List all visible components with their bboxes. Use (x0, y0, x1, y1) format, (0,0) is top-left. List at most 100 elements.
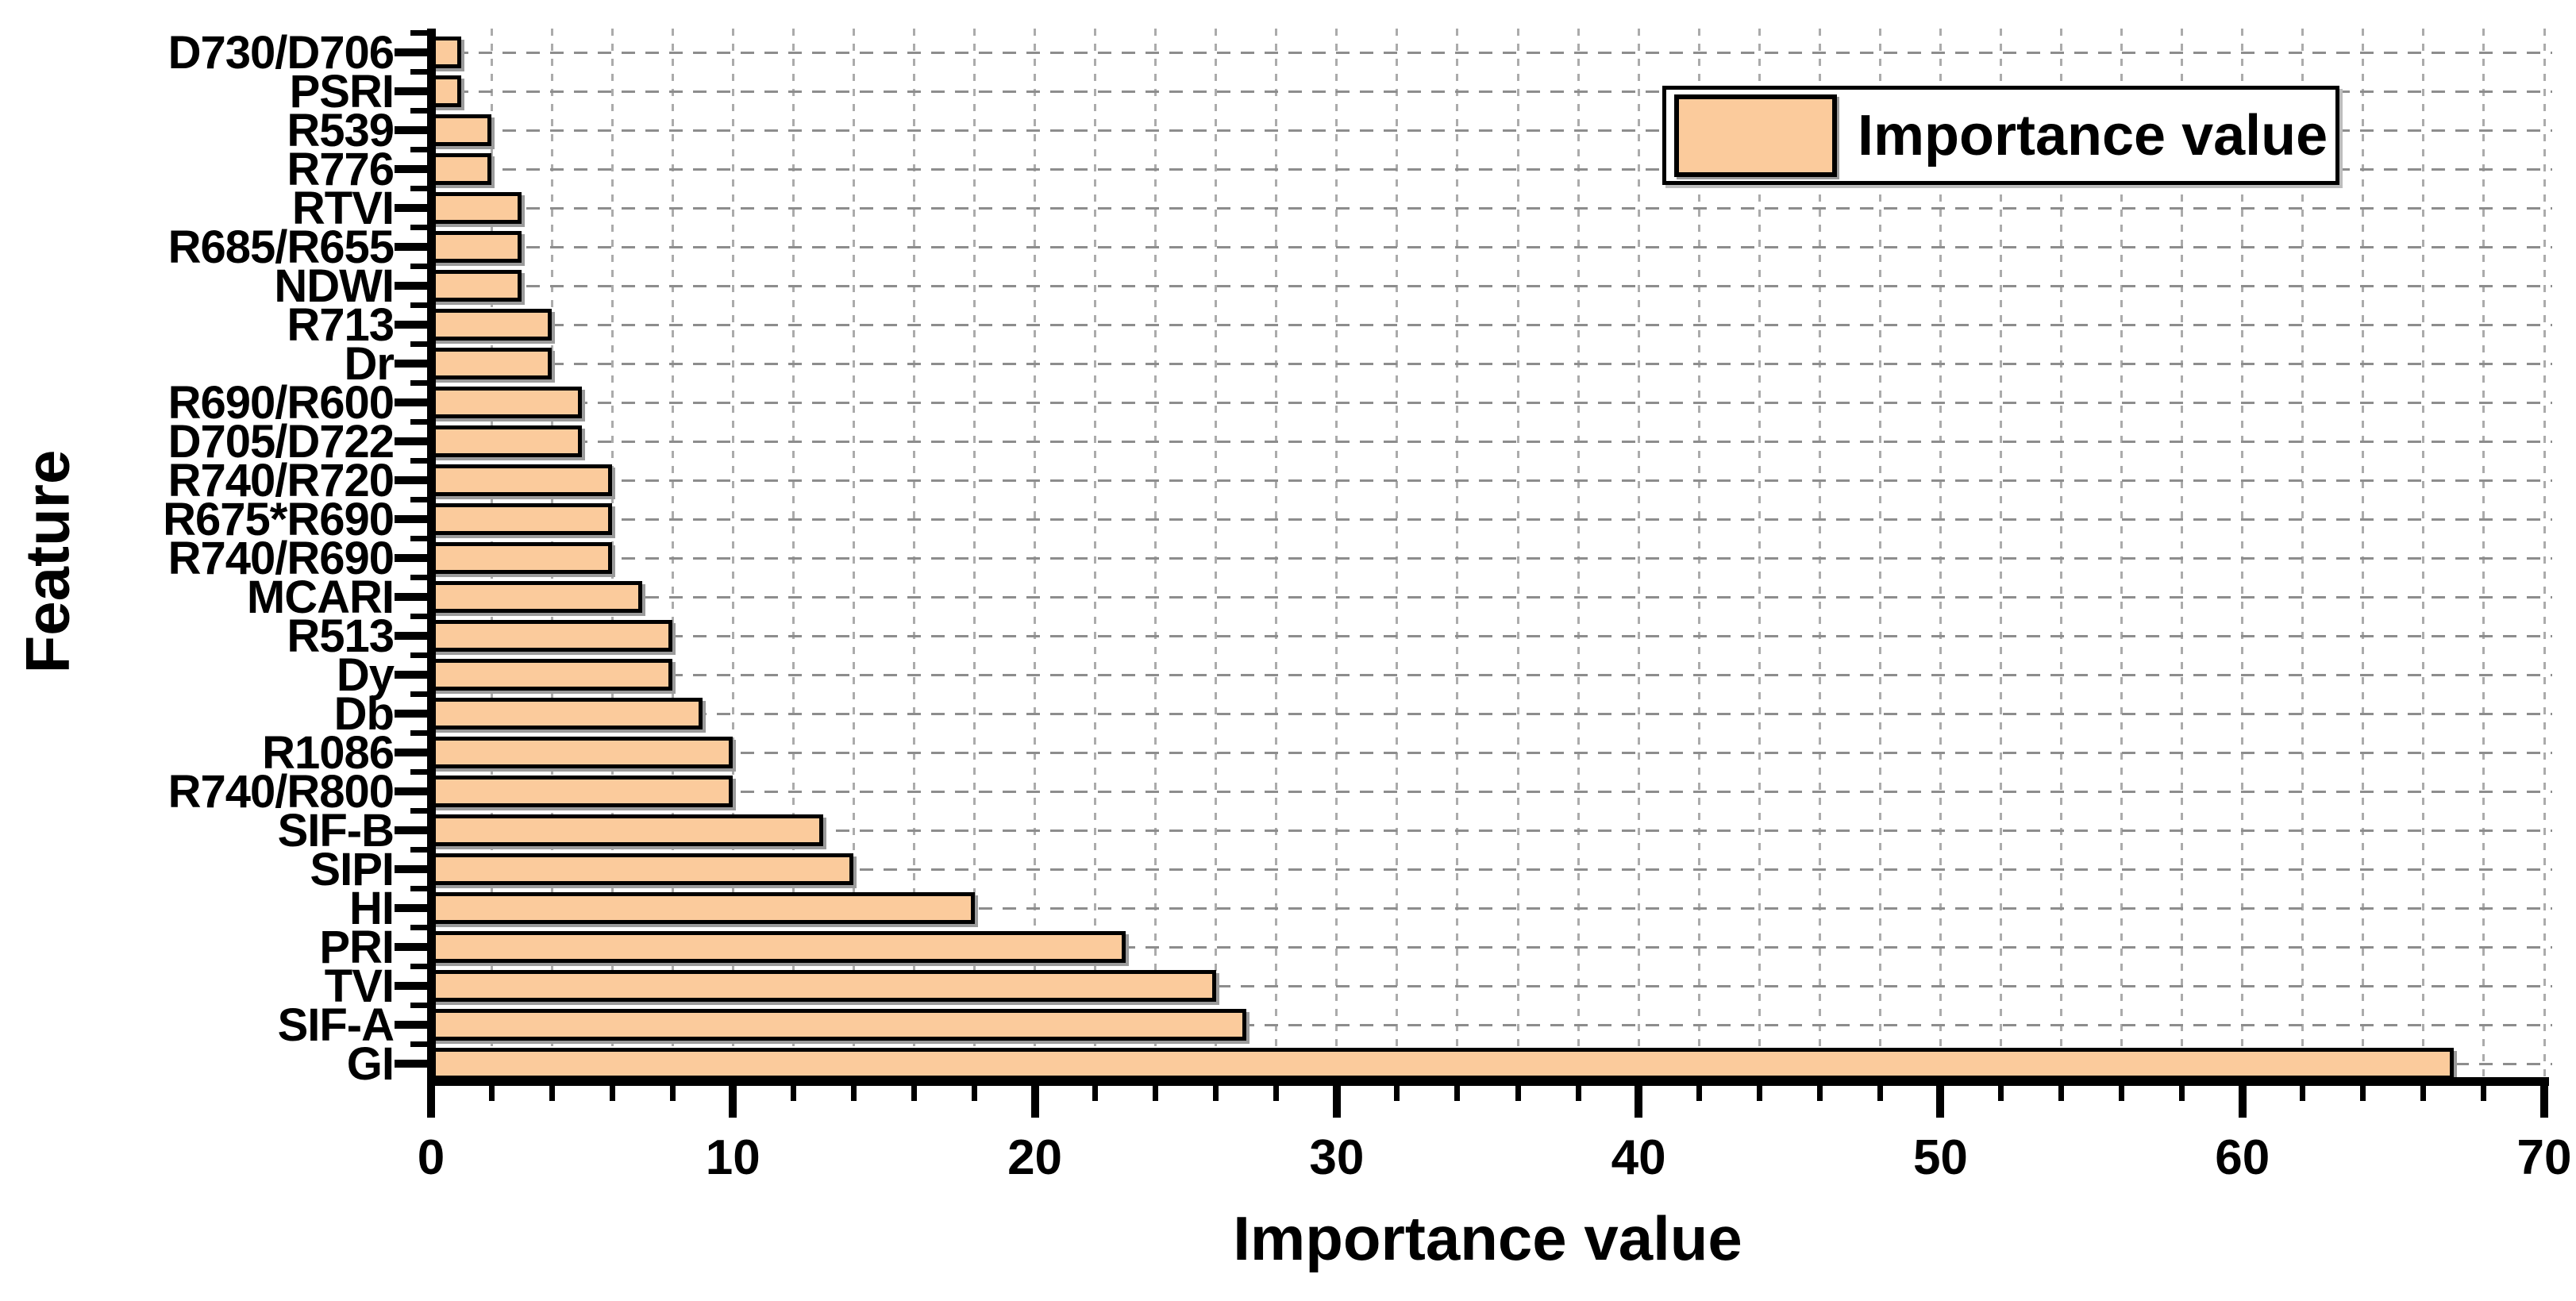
x-axis-major-tick (2540, 1086, 2548, 1118)
vertical-gridline (852, 29, 855, 1077)
vertical-gridline (2482, 29, 2486, 1077)
y-axis-tick-label: R740/R690 (167, 532, 395, 584)
vertical-gridline (1939, 29, 1942, 1077)
vertical-gridline (2241, 29, 2244, 1077)
y-axis-tick-label: GI (346, 1037, 395, 1090)
horizontal-gridline (431, 595, 2552, 599)
legend-label: Importance value (1858, 103, 2328, 167)
vertical-gridline (671, 29, 674, 1077)
x-axis-minor-tick (549, 1086, 555, 1101)
y-axis-minor-tick (410, 458, 431, 464)
x-axis-minor-tick (850, 1086, 857, 1101)
x-axis-minor-tick (972, 1086, 977, 1101)
importance-bar (429, 620, 673, 652)
horizontal-gridline (431, 440, 2552, 443)
x-axis-tick-label: 70 (2516, 1130, 2572, 1185)
horizontal-gridline (431, 323, 2552, 326)
y-axis-minor-tick (410, 69, 431, 75)
x-axis-minor-tick (2179, 1086, 2185, 1101)
horizontal-gridline (431, 945, 2552, 949)
y-axis-tick-label: SIF-B (277, 804, 395, 856)
y-axis-tick-label: RTVI (291, 182, 395, 234)
vertical-gridline (1154, 29, 1157, 1077)
y-axis-minor-tick (410, 847, 431, 853)
x-axis-minor-tick (669, 1086, 676, 1101)
x-axis-minor-tick (2481, 1086, 2487, 1101)
vertical-gridline (2362, 29, 2365, 1077)
importance-bar (429, 503, 613, 535)
x-axis-minor-tick (1213, 1086, 1219, 1101)
vertical-gridline (2120, 29, 2124, 1077)
x-axis-minor-tick (1997, 1086, 2004, 1101)
importance-bar (429, 231, 522, 263)
y-axis-tick-label: R713 (287, 298, 395, 351)
horizontal-gridline (431, 401, 2552, 404)
vertical-gridline (1697, 29, 1700, 1077)
vertical-gridline (1456, 29, 1459, 1077)
y-axis-minor-tick (410, 225, 431, 230)
y-axis-major-tick (395, 165, 431, 173)
x-axis-minor-tick (1515, 1086, 1521, 1101)
importance-bar (429, 425, 583, 457)
y-axis-minor-tick (410, 147, 431, 152)
y-axis-tick-label: D705/D722 (167, 415, 395, 468)
y-axis-minor-tick (410, 1041, 431, 1047)
horizontal-gridline (431, 245, 2552, 248)
y-axis-minor-tick (410, 380, 431, 386)
y-axis-minor-tick (410, 808, 431, 814)
x-axis-tick-label: 10 (705, 1130, 760, 1185)
y-axis-minor-tick (410, 536, 431, 541)
y-axis-title: Feature (12, 449, 83, 674)
vertical-gridline (1878, 29, 1881, 1077)
y-axis-minor-tick (410, 652, 431, 658)
vertical-gridline (1516, 29, 1519, 1077)
y-axis-minor-tick (410, 186, 431, 191)
y-axis-tick-label: R776 (287, 143, 395, 195)
y-axis-line (426, 29, 436, 1086)
x-axis-major-tick (1936, 1086, 1945, 1118)
horizontal-gridline (431, 90, 2552, 93)
x-axis-minor-tick (2420, 1086, 2427, 1101)
y-axis-major-tick (395, 982, 431, 990)
y-axis-minor-tick (410, 497, 431, 502)
x-axis-minor-tick (2300, 1086, 2306, 1101)
x-axis-minor-tick (1092, 1086, 1099, 1101)
horizontal-gridline (431, 868, 2552, 871)
y-axis-minor-tick (410, 925, 431, 930)
x-axis-minor-tick (609, 1086, 615, 1101)
importance-bar (429, 270, 522, 302)
importance-bar (429, 581, 643, 613)
y-axis-minor-tick (410, 575, 431, 580)
importance-bar (429, 814, 824, 846)
x-axis-title: Importance value (1233, 1203, 1742, 1273)
vertical-gridline (1034, 29, 1037, 1077)
y-axis-tick-label: PSRI (289, 65, 395, 117)
importance-bar (429, 737, 734, 768)
x-axis-tick-label: 40 (1611, 1130, 1666, 1185)
horizontal-gridline (431, 167, 2552, 171)
horizontal-gridline (431, 51, 2552, 54)
y-axis-major-tick (395, 1060, 431, 1068)
y-axis-major-tick (395, 943, 431, 951)
y-axis-tick-label: R675*R690 (163, 493, 395, 545)
vertical-gridline (1396, 29, 1399, 1077)
x-axis-minor-tick (911, 1086, 917, 1101)
horizontal-gridline (431, 129, 2552, 132)
importance-bar (429, 776, 734, 807)
importance-bar (429, 892, 975, 924)
importance-bar (429, 1048, 2454, 1080)
y-axis-tick-label: R1086 (262, 726, 395, 779)
importance-bar (429, 698, 703, 729)
horizontal-gridline (431, 206, 2552, 210)
y-axis-major-tick (395, 126, 431, 134)
x-axis-major-tick (2238, 1086, 2247, 1118)
y-axis-major-tick (395, 87, 431, 95)
vertical-gridline (2181, 29, 2184, 1077)
vertical-gridline (2301, 29, 2305, 1077)
importance-bar (429, 659, 673, 691)
importance-bar (429, 387, 583, 418)
vertical-gridline (1758, 29, 1761, 1077)
y-axis-minor-tick (410, 769, 431, 775)
y-axis-minor-tick (410, 964, 431, 969)
